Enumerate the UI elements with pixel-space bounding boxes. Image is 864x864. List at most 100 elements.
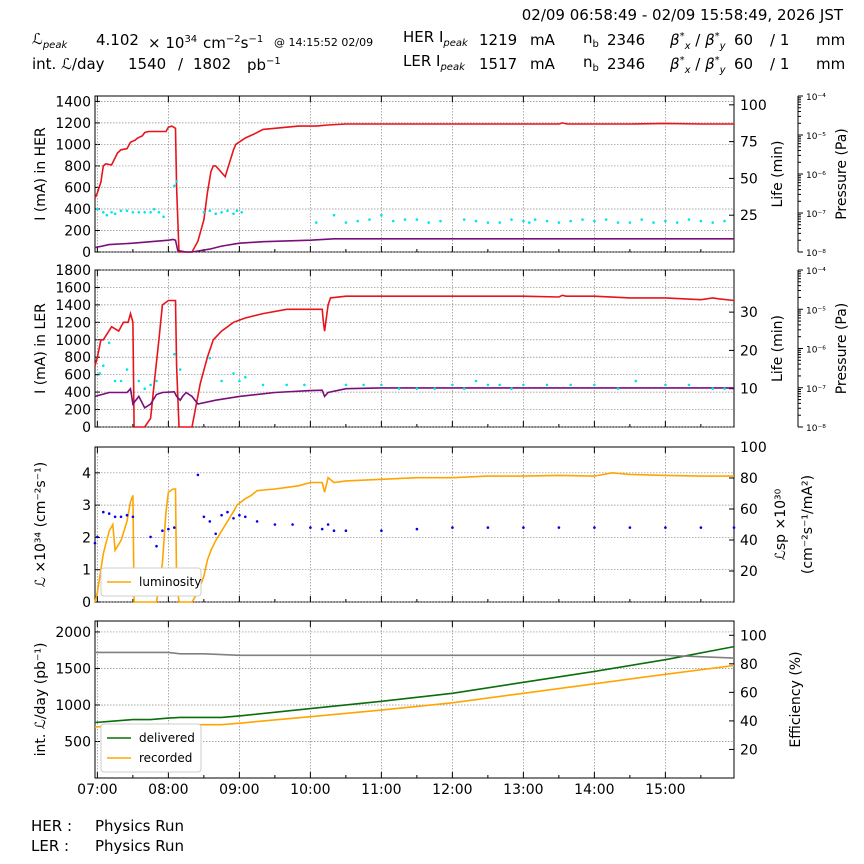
her-y3tick-label: 10⁻⁶ xyxy=(806,171,826,181)
her-y3tick-label: 10⁻⁸ xyxy=(806,249,826,259)
ler-ylabel: I (mA) in LER xyxy=(33,303,49,394)
ler-pressure-point xyxy=(244,375,247,379)
luminosity-y2tick-label: 40 xyxy=(740,533,758,549)
luminosity-ytick-label: 4 xyxy=(82,466,91,482)
luminosity-specific-point xyxy=(161,529,164,532)
luminosity-specific-point xyxy=(155,544,158,548)
luminosity-specific-point xyxy=(220,513,223,517)
her-pressure-point xyxy=(143,211,146,214)
ler-y3tick-label: 10⁻⁵ xyxy=(806,306,826,316)
ler-nb-label: nb xyxy=(583,53,599,74)
integrated-efficiency-line xyxy=(95,651,735,659)
her-pressure-point xyxy=(652,221,655,224)
ler-life-line xyxy=(94,386,734,410)
int-lumi-sep: / xyxy=(178,55,184,73)
her-pressure-point xyxy=(616,221,620,224)
ler-pressure-point xyxy=(102,364,105,368)
ler-pressure-point xyxy=(522,383,525,387)
luminosity-y2tick-label: 20 xyxy=(740,564,758,580)
ler-ytick-label: 0 xyxy=(82,420,91,436)
ler-beta-unit: mm xyxy=(816,55,846,73)
ler-pressure-point xyxy=(113,379,117,383)
her-pressure-point xyxy=(356,219,360,223)
her-pressure-point xyxy=(486,221,490,224)
her-ylabel: I (mA) in HER xyxy=(33,127,49,221)
her-pressure-point xyxy=(474,219,478,223)
her-pressure-point xyxy=(157,211,161,214)
her-pressure-point xyxy=(498,221,502,224)
ler-pressure-point xyxy=(208,356,212,360)
lpeak-label: ℒpeak xyxy=(32,30,68,51)
ler-ytick-label: 600 xyxy=(64,368,91,384)
luminosity-specific-point xyxy=(255,520,259,523)
luminosity-specific-point xyxy=(273,523,277,526)
her-pressure-point xyxy=(391,219,395,223)
ler-pressure-point xyxy=(510,387,513,391)
ler-beta-y: / 1 xyxy=(770,55,790,73)
integrated-ylabel: int. ℒ/day (pb⁻¹) xyxy=(33,643,49,757)
ler-pressure-point xyxy=(451,383,454,387)
her-pressure-point xyxy=(723,219,726,223)
her-beta-y: / 1 xyxy=(770,31,790,49)
her-y2label: Life (min) xyxy=(770,140,786,207)
ler-ytick-label: 1200 xyxy=(55,315,91,331)
luminosity-specific-point xyxy=(238,513,241,517)
ler-beta-x: 60 xyxy=(734,55,754,73)
luminosity-specific-point xyxy=(131,515,135,519)
her-run-label: HER : xyxy=(31,817,73,835)
her-pressure-point xyxy=(113,212,117,215)
ler-run-status: Physics Run xyxy=(95,837,185,855)
her-pressure-point xyxy=(699,219,703,223)
her-pressure-point xyxy=(462,218,466,221)
ler-pressure-point xyxy=(303,383,306,387)
luminosity-specific-point xyxy=(202,515,206,519)
luminosity-specific-point xyxy=(102,510,105,514)
her-nb-value: 2346 xyxy=(607,31,646,49)
her-pressure-point xyxy=(403,218,407,221)
ler-beta-label: β*x / β*y xyxy=(670,55,726,76)
ler-pressure-point xyxy=(593,383,596,387)
luminosity-specific-point xyxy=(451,526,454,529)
luminosity-specific-point xyxy=(113,515,117,519)
her-y2tick-label: 25 xyxy=(740,208,758,224)
her-pressure-point xyxy=(380,213,383,217)
luminosity-luminosity-line xyxy=(94,471,734,603)
xtick-label: 09:00 xyxy=(219,782,259,798)
her-pressure-point xyxy=(131,211,135,214)
her-ytick-label: 1400 xyxy=(55,94,91,110)
ler-pressure-point xyxy=(155,379,158,383)
luminosity-specific-point xyxy=(664,526,667,529)
xtick-label: 10:00 xyxy=(290,782,330,798)
her-ytick-label: 0 xyxy=(82,245,91,261)
her-y3tick-label: 10⁻⁴ xyxy=(806,93,826,103)
ler-ytick-label: 200 xyxy=(64,403,91,419)
her-pressure-point xyxy=(240,211,243,214)
her-beta-x: 60 xyxy=(734,31,754,49)
luminosity-specific-point xyxy=(326,523,330,526)
luminosity-y2tick-label: 100 xyxy=(740,440,767,456)
xtick-label: 08:00 xyxy=(148,782,188,798)
time-range: 02/09 06:58:49 - 02/09 15:58:49, 2026 JS… xyxy=(521,6,843,24)
xtick-label: 14:00 xyxy=(574,782,614,798)
ler-y3tick-label: 10⁻⁷ xyxy=(806,385,826,395)
luminosity-specific-point xyxy=(96,535,99,539)
integrated-ytick-label: 1000 xyxy=(55,698,91,714)
her-pressure-point xyxy=(214,212,217,215)
her-pressure-point xyxy=(102,211,105,214)
ler-run-label: LER : xyxy=(31,837,70,855)
xtick-label: 13:00 xyxy=(503,782,543,798)
luminosity-ytick-label: 2 xyxy=(82,530,91,546)
her-pressure-point xyxy=(528,221,531,224)
integrated-delivered-line xyxy=(94,645,735,724)
her-pressure-point xyxy=(664,219,667,223)
her-y2tick-label: 50 xyxy=(740,171,758,187)
her-pressure-point xyxy=(235,209,239,213)
ler-pressure-point xyxy=(616,387,620,391)
her-ytick-label: 1000 xyxy=(55,137,91,153)
her-pressure-point xyxy=(315,221,318,224)
her-pressure-point xyxy=(332,213,336,217)
ler-y3tick-label: 10⁻⁶ xyxy=(806,346,826,356)
ler-ytick-label: 800 xyxy=(64,350,91,366)
luminosity-specific-point xyxy=(628,526,632,529)
luminosity-specific-point xyxy=(320,527,324,531)
